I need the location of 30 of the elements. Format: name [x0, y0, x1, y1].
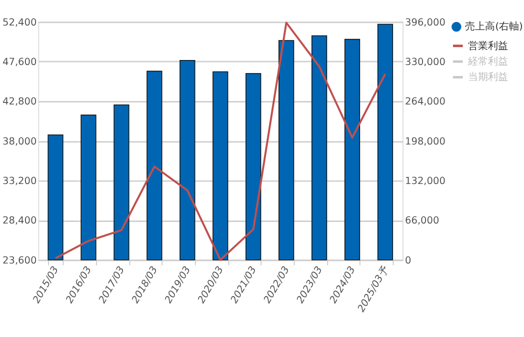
bar: [80, 114, 96, 260]
bar: [146, 70, 162, 260]
bar: [278, 40, 294, 260]
y-tick-label: 33,200: [2, 176, 37, 187]
legend-label: 営業利益: [468, 40, 508, 52]
y-tick-label: 42,800: [2, 96, 37, 108]
y-tick-label: 47,600: [2, 56, 37, 68]
y2-tick-label: 396,000: [405, 17, 446, 28]
y-tick-label: 23,600: [2, 255, 37, 266]
legend-label: 経常利益: [467, 55, 508, 68]
bar: [212, 71, 228, 260]
bar: [344, 38, 360, 260]
bar: [48, 134, 64, 260]
legend-label: 売上高(右軸): [465, 20, 523, 33]
bar: [114, 104, 130, 260]
y2-tick-label: 132,000: [405, 176, 446, 187]
legend-label: 当期利益: [468, 71, 508, 84]
line-series: [54, 22, 386, 261]
y2-tick-label: 66,000: [405, 216, 440, 227]
y2-tick-label: 198,000: [405, 136, 446, 148]
y2-tick-label: 0: [405, 255, 412, 266]
y-tick-label: 28,400: [2, 216, 37, 227]
y-tick-label: 38,000: [2, 136, 37, 148]
bar: [246, 73, 262, 260]
y2-tick-label: 264,000: [405, 96, 446, 108]
bar: [377, 24, 394, 260]
y2-tick-label: 330,000: [405, 56, 446, 68]
y-tick-label: 52,400: [2, 17, 37, 28]
bar: [180, 60, 196, 260]
bar: [311, 35, 328, 260]
